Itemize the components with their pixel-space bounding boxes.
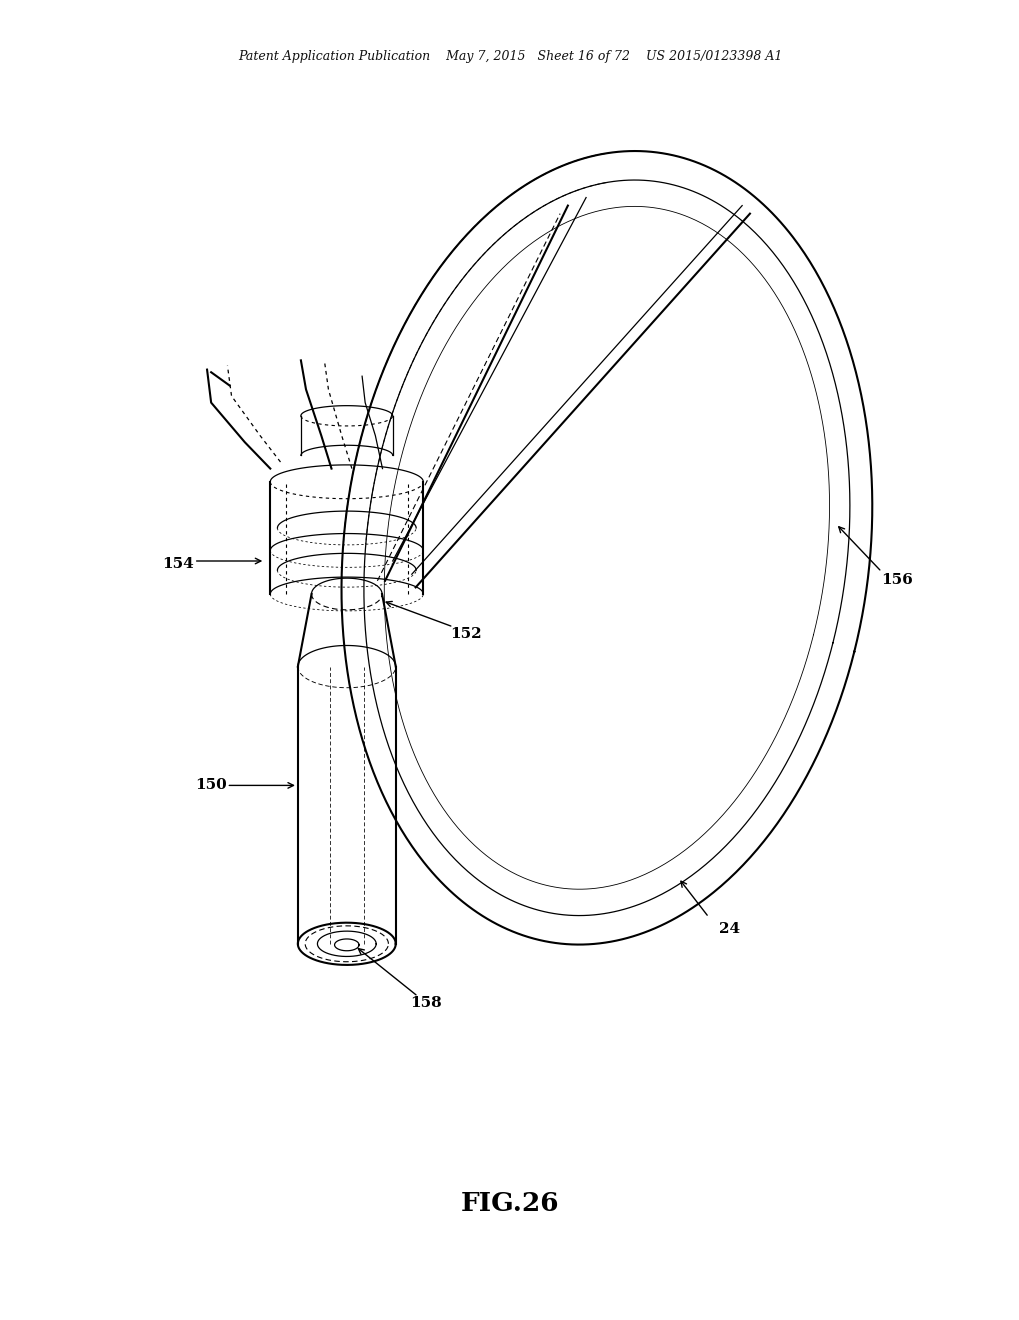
Text: 24: 24 [718, 923, 739, 936]
Text: 152: 152 [449, 627, 481, 640]
Text: 150: 150 [195, 779, 227, 792]
Text: FIG.26: FIG.26 [461, 1192, 558, 1216]
Text: 156: 156 [880, 573, 912, 587]
Text: 158: 158 [410, 997, 442, 1010]
Text: Patent Application Publication    May 7, 2015   Sheet 16 of 72    US 2015/012339: Patent Application Publication May 7, 20… [237, 50, 782, 63]
Text: 154: 154 [162, 557, 195, 570]
